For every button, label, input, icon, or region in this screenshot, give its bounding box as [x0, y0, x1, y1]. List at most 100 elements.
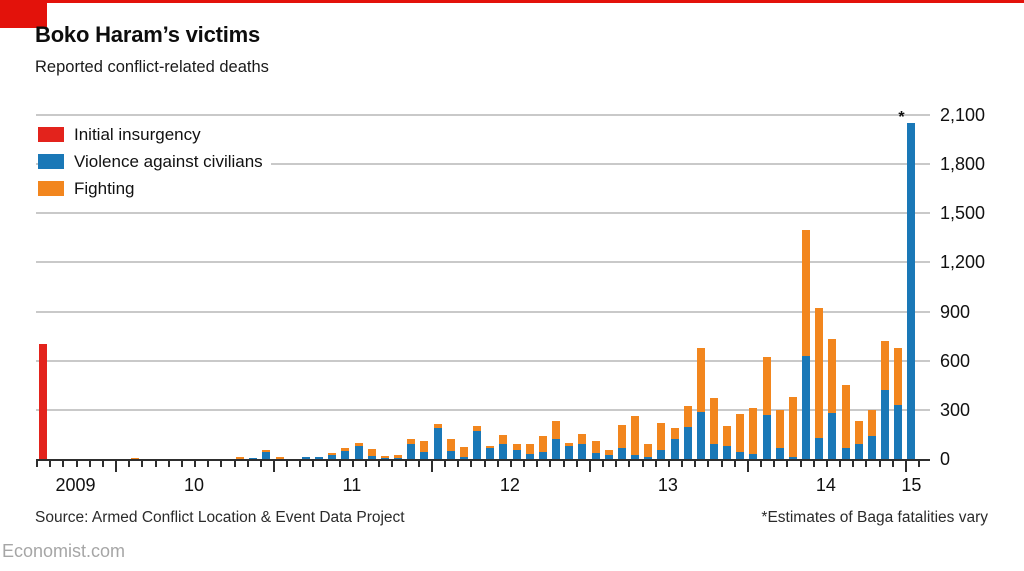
bar-segment-civilians — [367, 455, 376, 459]
bar-segment-civilians — [815, 437, 824, 459]
bar-segment-fighting — [802, 229, 811, 356]
bar-2009-07 — [38, 344, 47, 459]
bar-segment-fighting — [328, 453, 337, 455]
month-tick — [865, 461, 868, 467]
bar-2011-11 — [407, 438, 416, 459]
bar-segment-fighting — [644, 443, 653, 458]
y-tick-label: 0 — [940, 449, 951, 469]
bar-2012-12 — [578, 433, 587, 459]
month-tick — [220, 461, 223, 467]
bar-segment-fighting — [604, 450, 613, 455]
month-tick — [444, 461, 447, 467]
bar-segment-fighting — [552, 421, 560, 440]
gridline-1200 — [36, 261, 930, 264]
bar-segment-fighting — [354, 443, 363, 446]
bar-segment-fighting — [249, 457, 258, 459]
bar-2012-04 — [473, 426, 481, 459]
bar-segment-fighting — [486, 446, 495, 448]
bar-segment-civilians — [407, 444, 416, 459]
month-tick — [641, 461, 644, 467]
bar-2010-02 — [130, 457, 139, 459]
bar-segment-civilians — [420, 452, 429, 459]
month-tick — [839, 461, 841, 467]
footnote: *Estimates of Baga fatalities vary — [761, 509, 988, 526]
bar-2011-12 — [420, 440, 429, 459]
month-tick — [299, 461, 302, 467]
bar-segment-fighting — [788, 396, 797, 458]
bar-segment-fighting — [525, 443, 534, 455]
bar-segment-civilians — [762, 414, 771, 459]
page-title: Boko Haram’s victims — [35, 22, 261, 47]
bar-segment-fighting — [420, 440, 429, 453]
bar-segment-fighting — [341, 448, 350, 451]
month-tick — [141, 461, 144, 467]
bar-2010-11 — [249, 457, 258, 459]
bar-segment-civilians — [249, 458, 258, 459]
bar-segment-fighting — [565, 442, 574, 446]
gridline-900 — [36, 310, 930, 313]
bar-segment-civilians — [631, 454, 639, 459]
bar-2013-05 — [644, 443, 653, 459]
month-tick — [602, 461, 605, 467]
legend-swatch-orange — [38, 181, 64, 196]
bar-2010-12 — [262, 449, 271, 459]
bar-segment-civilians — [578, 444, 587, 459]
month-tick — [338, 461, 341, 467]
bar-segment-civilians — [854, 444, 863, 459]
bar-segment-fighting — [841, 385, 850, 449]
bar-segment-fighting — [670, 427, 679, 440]
bar-segment-fighting — [749, 408, 758, 455]
legend-item-fighting: Fighting — [38, 177, 143, 200]
x-year-label-13: 13 — [657, 475, 678, 495]
month-tick — [457, 461, 460, 467]
x-axis-line — [36, 459, 930, 461]
bar-segment-civilians — [565, 445, 574, 459]
year-tick — [588, 461, 591, 472]
bar-2014-09 — [854, 421, 863, 459]
legend: Initial insurgency Violence against civi… — [38, 123, 271, 204]
month-tick — [654, 461, 657, 467]
bar-2013-10 — [710, 398, 718, 459]
gridline-300 — [36, 408, 930, 411]
y-tick-label: 300 — [940, 399, 971, 420]
x-year-label-15: 15 — [901, 475, 922, 495]
bar-segment-civilians — [788, 457, 797, 459]
year-tick — [746, 461, 749, 472]
bar-segment-fighting — [130, 457, 139, 459]
bar-2012-05 — [486, 446, 495, 459]
month-tick — [417, 461, 420, 467]
year-tick — [430, 461, 433, 472]
bar-segment-civilians — [433, 427, 442, 459]
month-tick — [562, 461, 565, 467]
month-tick — [470, 461, 473, 467]
bar-2014-11 — [881, 341, 890, 459]
bar-segment-fighting — [762, 356, 771, 415]
month-tick — [891, 461, 894, 467]
bar-2011-05 — [328, 453, 337, 459]
bar-segment-civilians — [670, 439, 679, 459]
month-tick — [509, 461, 512, 467]
legend-label: Initial insurgency — [74, 125, 201, 144]
bar-2011-06 — [341, 448, 350, 459]
month-tick — [615, 461, 618, 467]
bar-segment-fighting — [710, 398, 718, 445]
month-tick — [75, 461, 78, 467]
y-tick-label: 2,100 — [940, 105, 986, 125]
bar-segment-fighting — [459, 446, 468, 457]
bar-2014-03 — [775, 409, 784, 459]
bar-segment-fighting — [262, 449, 271, 452]
bar-2014-04 — [788, 396, 797, 459]
top-red-rule — [0, 0, 1024, 3]
bar-segment-fighting — [394, 455, 402, 459]
bar-2011-03 — [301, 457, 310, 459]
month-tick — [88, 461, 91, 467]
month-tick — [694, 461, 697, 467]
month-tick — [799, 461, 802, 467]
bar-segment-civilians — [486, 447, 495, 459]
bar-2012-09 — [538, 436, 547, 459]
month-tick — [194, 461, 196, 467]
month-tick — [259, 461, 262, 467]
bar-2013-06 — [657, 423, 666, 459]
bar-segment-fighting — [828, 339, 837, 414]
